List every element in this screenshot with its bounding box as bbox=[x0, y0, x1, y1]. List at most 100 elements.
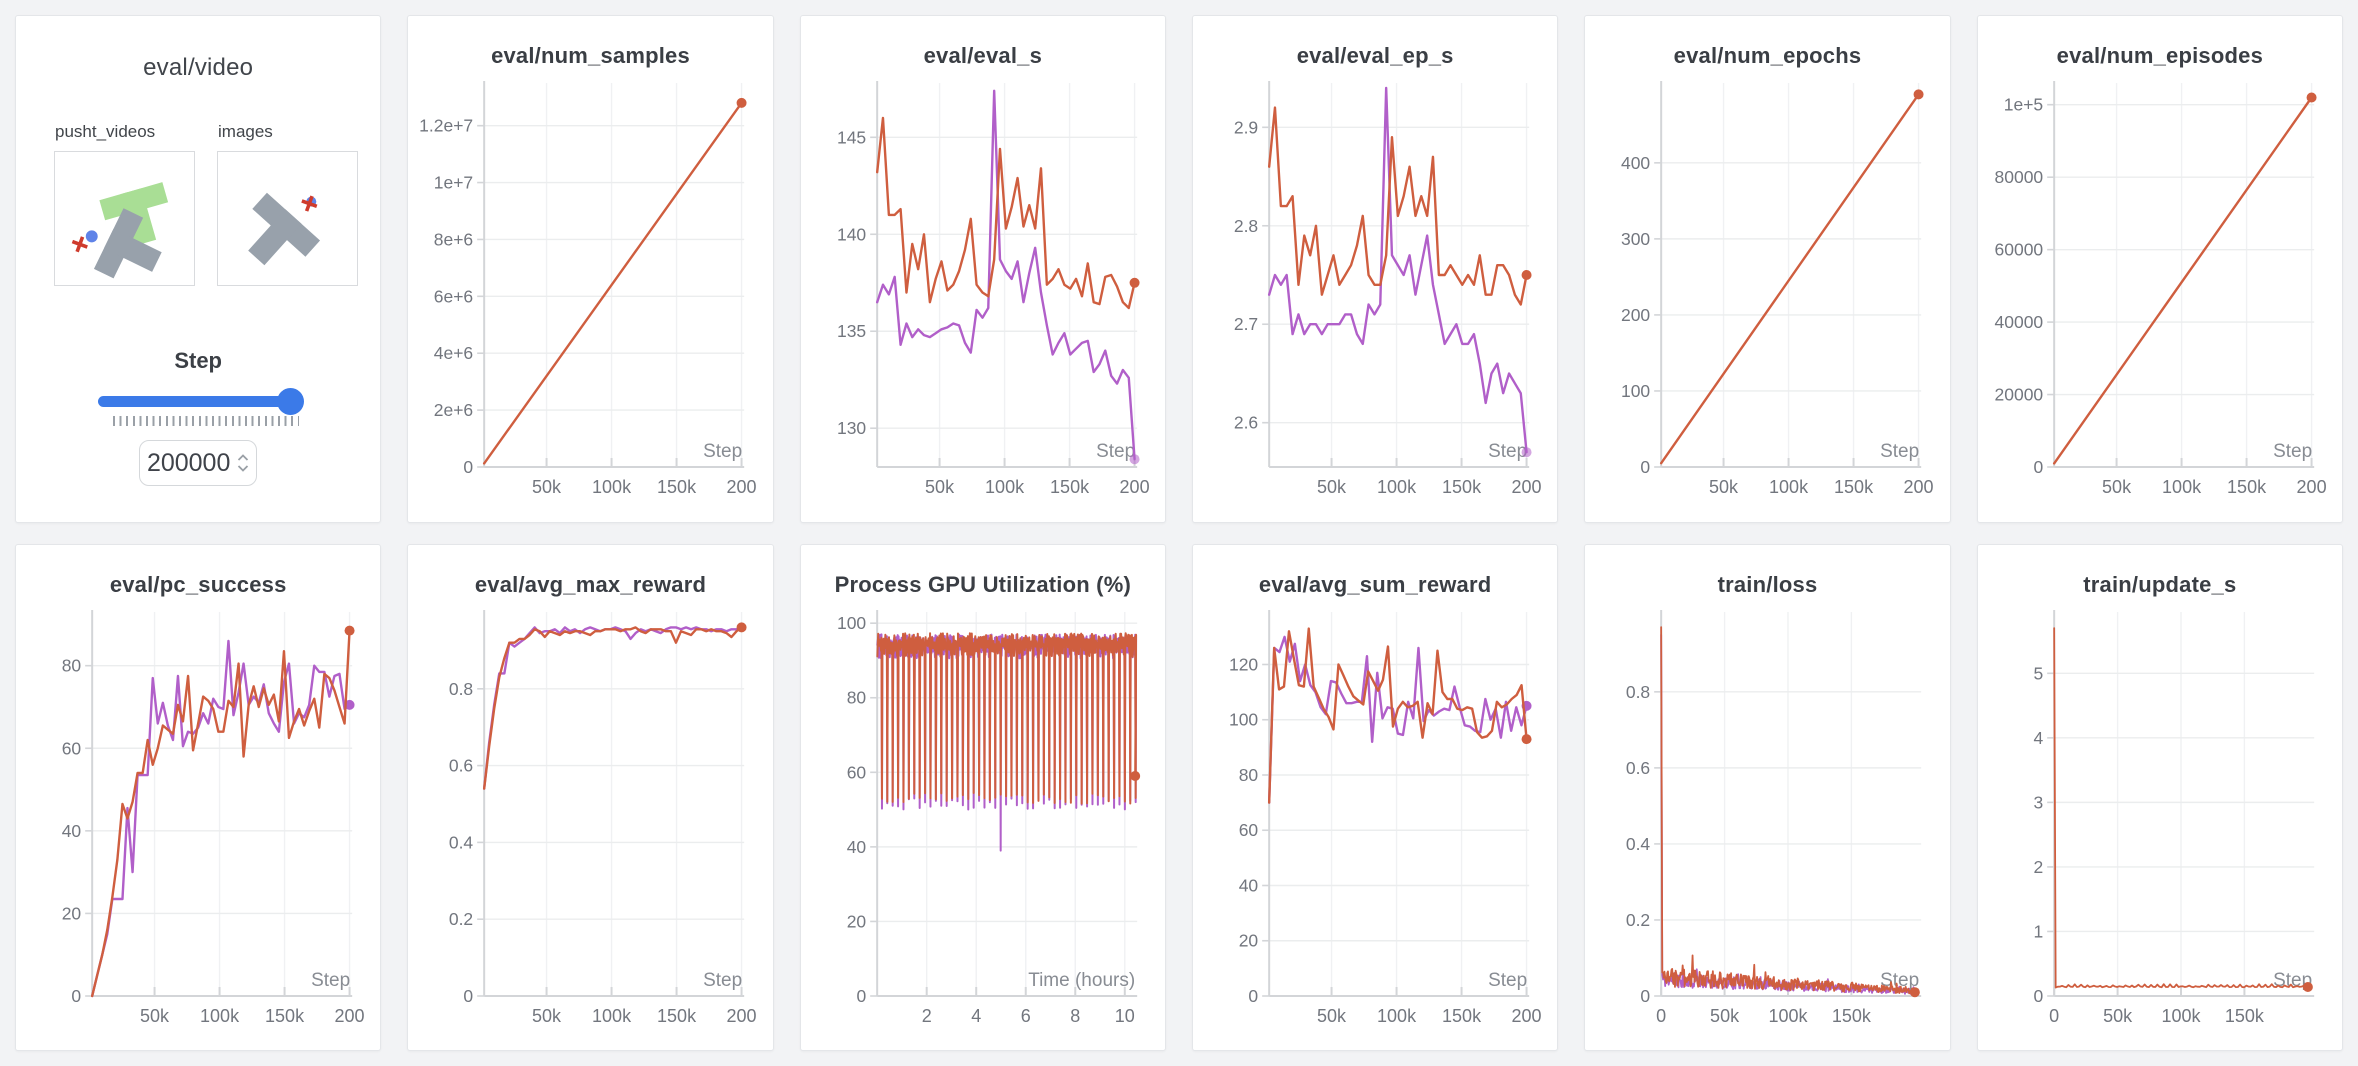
svg-text:50k: 50k bbox=[1317, 477, 1347, 497]
svg-text:Step: Step bbox=[1488, 441, 1527, 462]
svg-text:2.7: 2.7 bbox=[1234, 314, 1258, 334]
svg-text:20000: 20000 bbox=[1994, 385, 2043, 405]
step-input-value[interactable]: 200000 bbox=[146, 448, 231, 477]
svg-text:4: 4 bbox=[971, 1006, 981, 1026]
svg-text:50k: 50k bbox=[2103, 1006, 2133, 1026]
chart-eval-num-epochs[interactable]: 0 100 200 300 400 50k 100k 150k 200 Step bbox=[1585, 73, 1949, 511]
panel-eval-num-episodes[interactable]: eval/num_episodes 0 20000 40000 60000 80000 1… bbox=[1976, 15, 2343, 523]
chart-train-update-s[interactable]: 0 1 2 3 4 5 0 50k 100k 150k Step bbox=[1978, 602, 2342, 1040]
panel-title: eval/num_epochs bbox=[1673, 43, 1862, 68]
panel-eval-avg-sum-reward[interactable]: eval/avg_sum_reward 0 20 40 60 80 100 120 50k 10… bbox=[1192, 543, 1559, 1051]
svg-text:200: 200 bbox=[1119, 477, 1149, 497]
svg-text:2: 2 bbox=[921, 1006, 931, 1026]
svg-text:20: 20 bbox=[846, 911, 866, 931]
svg-text:100k: 100k bbox=[1377, 477, 1417, 497]
svg-text:2: 2 bbox=[2033, 856, 2043, 876]
pusht-target-cross bbox=[301, 195, 318, 212]
svg-text:100k: 100k bbox=[200, 1006, 240, 1026]
panel-eval-num-samples[interactable]: eval/num_samples 0 2e+6 4e+6 6e+6 8e+6 1e+7 1.… bbox=[407, 15, 774, 523]
step-increment-arrow[interactable] bbox=[237, 453, 249, 462]
svg-text:150k: 150k bbox=[265, 1006, 305, 1026]
panel-eval-pc-success[interactable]: eval/pc_success 0 20 40 60 80 50k 100k 150k 200 S… bbox=[15, 543, 382, 1051]
svg-text:80: 80 bbox=[846, 687, 866, 707]
chart-eval-num-samples[interactable]: 0 2e+6 4e+6 6e+6 8e+6 1e+7 1.2e+7 50k 100k 150k 20… bbox=[408, 73, 772, 511]
svg-text:150k: 150k bbox=[1832, 1006, 1872, 1026]
chart-train-loss[interactable]: 0 0.2 0.4 0.6 0.8 0 50k 100k 150k Step bbox=[1585, 602, 1949, 1040]
panel-process-gpu-utilization[interactable]: Process GPU Utilization (%) 0 20 40 60 80 100… bbox=[799, 543, 1166, 1051]
panel-eval-avg-max-reward[interactable]: eval/avg_max_reward 0 0.2 0.4 0.6 0.8 50k 100k… bbox=[407, 543, 774, 1051]
panel-train-update-s[interactable]: train/update_s 0 1 2 3 4 5 0 50k 100k 150k Step bbox=[1976, 543, 2343, 1051]
panel-eval-num-epochs[interactable]: eval/num_epochs 0 100 200 300 400 50k 100k 150k… bbox=[1584, 15, 1951, 523]
svg-text:200: 200 bbox=[727, 477, 757, 497]
panel-title: eval/eval_s bbox=[923, 43, 1043, 68]
svg-text:2e+6: 2e+6 bbox=[434, 400, 473, 420]
panel-train-loss[interactable]: train/loss 0 0.2 0.4 0.6 0.8 0 50k 100k 150k Step bbox=[1584, 543, 1951, 1051]
step-slider[interactable] bbox=[98, 388, 305, 415]
svg-text:100k: 100k bbox=[1769, 477, 1809, 497]
svg-text:200: 200 bbox=[1512, 1006, 1542, 1026]
svg-text:0: 0 bbox=[1641, 986, 1651, 1006]
chart-eval-eval-ep-s[interactable]: 2.6 2.7 2.8 2.9 50k 100k 150k 200 Step bbox=[1193, 73, 1557, 511]
chart-eval-num-episodes[interactable]: 0 20000 40000 60000 80000 1e+5 50k 100k 150k 200 S… bbox=[1978, 73, 2342, 511]
images-thumbnail[interactable] bbox=[217, 151, 358, 286]
panel-eval-eval-s[interactable]: eval/eval_s 130 135 140 145 50k 100k 150k 200 St… bbox=[799, 15, 1166, 523]
media-images[interactable]: images bbox=[217, 122, 358, 286]
media-label-pusht-videos: pusht_videos bbox=[55, 122, 156, 141]
svg-text:100: 100 bbox=[1621, 381, 1650, 401]
chart-eval-eval-s[interactable]: 130 135 140 145 50k 100k 150k 200 Step bbox=[801, 73, 1165, 511]
panel-title: eval/avg_sum_reward bbox=[1258, 571, 1492, 597]
step-input[interactable]: 200000 bbox=[139, 440, 258, 486]
svg-text:0.2: 0.2 bbox=[1626, 909, 1650, 929]
panel-eval-eval-ep-s[interactable]: eval/eval_ep_s 2.6 2.7 2.8 2.9 50k 100k 150k 20… bbox=[1192, 15, 1559, 523]
step-slider-thumb[interactable] bbox=[277, 388, 305, 415]
svg-text:20: 20 bbox=[62, 903, 82, 923]
step-slider-track[interactable] bbox=[98, 396, 299, 407]
svg-text:Step: Step bbox=[703, 441, 742, 462]
svg-text:200: 200 bbox=[1904, 477, 1934, 497]
svg-text:300: 300 bbox=[1621, 229, 1650, 249]
svg-text:50k: 50k bbox=[925, 477, 955, 497]
chart-eval-pc-success[interactable]: 0 20 40 60 80 50k 100k 150k 200 Step bbox=[16, 602, 380, 1040]
svg-text:145: 145 bbox=[837, 127, 866, 147]
svg-text:Step: Step bbox=[1488, 970, 1527, 991]
step-decrement-arrow[interactable] bbox=[237, 464, 249, 473]
chart-eval-avg-max-reward[interactable]: 0 0.2 0.4 0.6 0.8 50k 100k 150k 200 Step bbox=[408, 602, 772, 1040]
svg-text:60: 60 bbox=[846, 762, 866, 782]
svg-text:0.8: 0.8 bbox=[449, 678, 473, 698]
pusht-scene-render bbox=[71, 182, 169, 279]
svg-text:130: 130 bbox=[837, 418, 866, 438]
svg-text:100: 100 bbox=[1229, 709, 1258, 729]
pusht-block-t-shape bbox=[248, 192, 321, 266]
panel-title: eval/avg_max_reward bbox=[474, 571, 707, 597]
svg-text:80: 80 bbox=[62, 655, 82, 675]
svg-text:1e+5: 1e+5 bbox=[2003, 95, 2042, 115]
chart-process-gpu-utilization[interactable]: 0 20 40 60 80 100 2 4 6 8 10 Time (hours) bbox=[801, 602, 1165, 1040]
svg-text:0.4: 0.4 bbox=[1626, 833, 1651, 853]
svg-text:150k: 150k bbox=[2227, 477, 2267, 497]
step-control: Step 200000 bbox=[16, 348, 380, 486]
svg-text:60000: 60000 bbox=[1994, 240, 2043, 260]
svg-text:Step: Step bbox=[703, 970, 742, 991]
svg-text:Step: Step bbox=[311, 970, 350, 991]
svg-text:0: 0 bbox=[1248, 986, 1258, 1006]
pusht-video-thumbnail[interactable] bbox=[54, 151, 195, 286]
svg-text:0: 0 bbox=[464, 986, 474, 1006]
svg-text:0: 0 bbox=[1656, 1006, 1666, 1026]
svg-text:50k: 50k bbox=[140, 1006, 170, 1026]
pusht-block-t-shape bbox=[93, 208, 162, 279]
panel-eval-video[interactable]: eval/video pusht_videos bbox=[15, 15, 382, 523]
svg-text:50k: 50k bbox=[532, 1006, 562, 1026]
chart-eval-avg-sum-reward[interactable]: 0 20 40 60 80 100 120 50k 100k 150k 200 Step bbox=[1193, 602, 1557, 1040]
svg-text:200: 200 bbox=[335, 1006, 365, 1026]
svg-text:2.9: 2.9 bbox=[1234, 117, 1258, 137]
svg-text:0: 0 bbox=[2033, 457, 2043, 477]
media-pusht-videos[interactable]: pusht_videos bbox=[54, 122, 195, 286]
svg-text:200: 200 bbox=[727, 1006, 757, 1026]
svg-text:0: 0 bbox=[71, 986, 81, 1006]
svg-text:150k: 150k bbox=[1442, 477, 1482, 497]
svg-text:Time (hours): Time (hours) bbox=[1028, 970, 1135, 991]
svg-text:4e+6: 4e+6 bbox=[434, 343, 473, 363]
svg-text:150k: 150k bbox=[1050, 477, 1090, 497]
svg-text:100k: 100k bbox=[592, 477, 632, 497]
